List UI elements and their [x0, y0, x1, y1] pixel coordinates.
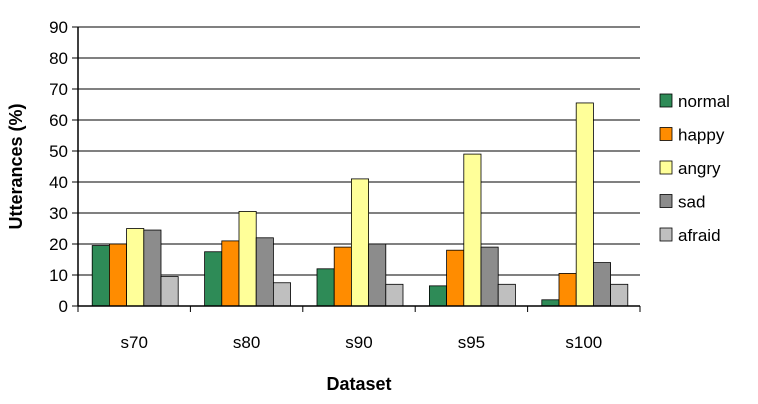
bar-sad-s95 — [480, 246, 499, 307]
bar-sad-s100 — [593, 262, 612, 307]
bar-happy-s95 — [446, 249, 465, 307]
bar-happy-s90 — [333, 246, 352, 307]
y-tick-label: 60 — [49, 111, 68, 130]
bar-normal-s90 — [316, 268, 335, 307]
bar-happy-s70 — [109, 243, 128, 307]
bar-normal-s80 — [204, 251, 223, 307]
y-axis-title: Utterances (%) — [6, 103, 26, 229]
y-tick-label: 40 — [49, 173, 68, 192]
bar-normal-s70 — [91, 245, 110, 307]
bar-happy-s80 — [221, 240, 240, 307]
x-tick-label: s80 — [233, 333, 260, 352]
y-tick-label: 20 — [49, 235, 68, 254]
y-tick-label: 0 — [59, 297, 68, 316]
bar-afraid-s70 — [160, 276, 179, 307]
y-tick-label: 30 — [49, 204, 68, 223]
legend-swatch-normal — [659, 93, 673, 108]
legend-label-sad: sad — [678, 193, 705, 212]
y-tick-label: 50 — [49, 142, 68, 161]
bar-happy-s100 — [558, 273, 577, 307]
bar-afraid-s95 — [497, 283, 516, 307]
bars — [91, 102, 629, 307]
y-tick-label: 70 — [49, 80, 68, 99]
bar-angry-s80 — [238, 211, 257, 307]
x-axis-title: Dataset — [326, 374, 391, 394]
y-tick-label: 80 — [49, 49, 68, 68]
bar-angry-s90 — [350, 178, 369, 307]
y-tick-label: 10 — [49, 266, 68, 285]
legend-swatch-angry — [659, 160, 673, 175]
bar-normal-s95 — [428, 285, 447, 307]
x-tick-label: s100 — [565, 333, 602, 352]
x-tick-label: s95 — [458, 333, 485, 352]
bar-angry-s70 — [126, 228, 145, 307]
legend-label-afraid: afraid — [678, 226, 721, 245]
axes — [77, 27, 640, 307]
bar-angry-s95 — [463, 153, 482, 307]
legend-label-normal: normal — [678, 92, 730, 111]
legend-label-happy: happy — [678, 126, 725, 145]
legend-swatch-afraid — [659, 227, 673, 242]
x-tick-labels: s70 s80 s90 s95 s100 — [77, 306, 641, 352]
x-tick-label: s90 — [345, 333, 372, 352]
bar-angry-s100 — [575, 102, 594, 307]
y-tick-labels: 0 10 20 30 40 50 60 70 80 90 — [49, 18, 68, 316]
y-tick-label: 90 — [49, 18, 68, 37]
bar-sad-s70 — [143, 229, 162, 307]
legend-swatch-sad — [659, 194, 673, 208]
legend-swatch-happy — [659, 127, 673, 141]
bar-sad-s80 — [255, 237, 274, 307]
bar-afraid-s90 — [385, 283, 404, 307]
bar-afraid-s100 — [610, 283, 629, 307]
legend: normal happy angry sad afraid — [659, 92, 730, 245]
x-tick-label: s70 — [120, 333, 147, 352]
bar-normal-s100 — [541, 299, 560, 307]
legend-label-angry: angry — [678, 159, 721, 178]
bar-afraid-s80 — [272, 282, 291, 307]
bar-sad-s90 — [368, 243, 387, 307]
